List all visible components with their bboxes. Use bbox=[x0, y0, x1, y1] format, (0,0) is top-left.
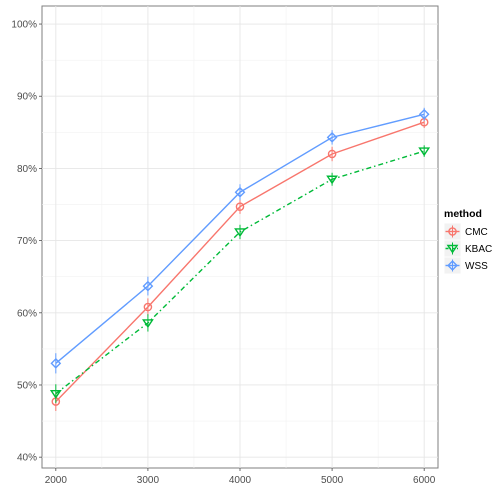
legend-marker-wss bbox=[447, 260, 458, 271]
data-point-wss bbox=[326, 131, 338, 143]
data-point-cmc bbox=[235, 202, 245, 211]
data-point-wss bbox=[50, 357, 62, 369]
legend-item-kbac: KBAC bbox=[443, 239, 492, 258]
legend: method CMC KBAC WSS bbox=[443, 208, 492, 275]
y-tick-label: 50% bbox=[17, 380, 37, 391]
series-cmc bbox=[51, 116, 429, 411]
legend-title: method bbox=[444, 208, 482, 220]
data-point-wss bbox=[142, 280, 154, 292]
data-point-wss bbox=[418, 108, 430, 120]
data-point-cmc bbox=[327, 149, 337, 159]
y-tick-label: 100% bbox=[11, 20, 37, 31]
data-point-kbac bbox=[141, 319, 154, 329]
data-point-kbac bbox=[49, 389, 62, 399]
series-line-wss bbox=[55, 113, 425, 364]
data-point-kbac bbox=[326, 175, 339, 185]
x-tick-label: 3000 bbox=[137, 475, 160, 486]
legend-marker-kbac bbox=[446, 244, 459, 254]
y-tick-label: 80% bbox=[17, 164, 37, 175]
series-kbac bbox=[49, 145, 431, 404]
y-tick-label: 40% bbox=[17, 453, 37, 464]
series-layer bbox=[49, 107, 431, 411]
legend-item-wss: WSS bbox=[443, 256, 488, 275]
y-tick-label: 60% bbox=[17, 308, 37, 319]
data-point-kbac bbox=[234, 228, 246, 238]
data-point-wss bbox=[234, 186, 246, 198]
data-point-cmc bbox=[143, 302, 153, 312]
series-line-cmc bbox=[55, 121, 425, 403]
series-wss bbox=[50, 107, 430, 374]
grid bbox=[42, 6, 438, 468]
x-tick-label: 5000 bbox=[321, 475, 344, 486]
x-tick-label: 6000 bbox=[413, 475, 436, 486]
axes: 40% 50% 60% 70% 80% 90% 100% 2000 3000 4000 5000 60… bbox=[11, 20, 435, 486]
data-point-kbac bbox=[418, 147, 431, 157]
legend-label-kbac: KBAC bbox=[465, 244, 492, 255]
y-tick-label: 70% bbox=[17, 236, 37, 247]
x-tick-label: 4000 bbox=[229, 475, 252, 486]
y-tick-label: 90% bbox=[17, 92, 37, 103]
legend-marker-cmc bbox=[448, 227, 457, 236]
series-line-kbac bbox=[55, 150, 425, 395]
legend-label-wss: WSS bbox=[465, 261, 488, 272]
legend-label-cmc: CMC bbox=[465, 227, 488, 238]
legend-item-cmc: CMC bbox=[443, 222, 488, 241]
x-tick-label: 2000 bbox=[45, 475, 68, 486]
